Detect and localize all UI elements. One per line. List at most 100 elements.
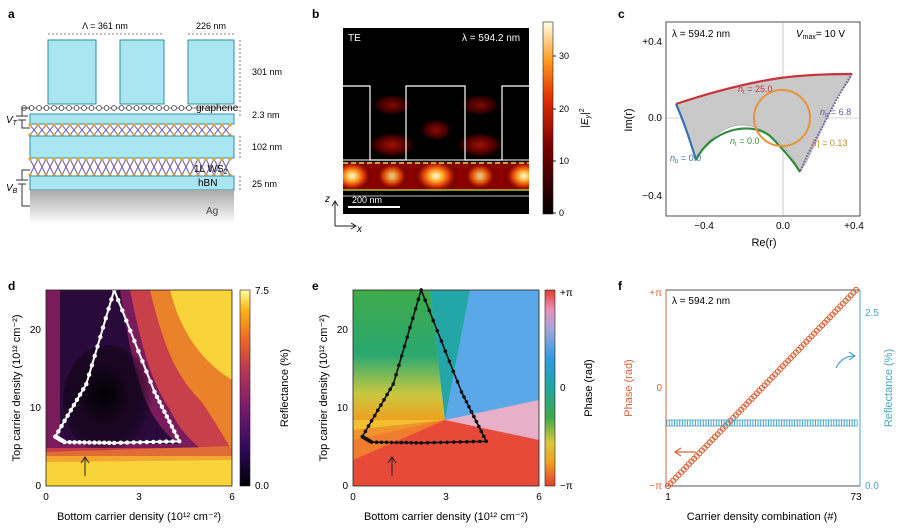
colorbar-b-ticks: 30 20 10 0 bbox=[553, 51, 569, 218]
reflectance-point bbox=[815, 419, 819, 427]
contour-point bbox=[471, 439, 476, 444]
svg-text:10: 10 bbox=[559, 156, 569, 166]
contour-point bbox=[447, 359, 452, 364]
reflectance-point bbox=[776, 419, 780, 427]
contour-point bbox=[484, 439, 489, 444]
height-label: 301 nm bbox=[252, 67, 282, 77]
contour-point bbox=[102, 440, 107, 445]
reflectance-point bbox=[695, 419, 699, 427]
reflectance-point bbox=[700, 419, 704, 427]
contour-point bbox=[159, 404, 165, 409]
ws2-atom bbox=[180, 123, 184, 127]
svg-text:6: 6 bbox=[229, 492, 235, 503]
graphene-atom bbox=[73, 105, 80, 111]
reflectance-point bbox=[844, 419, 848, 427]
svg-text:0.0: 0.0 bbox=[255, 481, 269, 492]
contour-point bbox=[77, 392, 83, 397]
contour-point bbox=[65, 413, 70, 418]
contour-point bbox=[427, 308, 432, 313]
contour-point bbox=[62, 418, 67, 423]
svg-text:10: 10 bbox=[337, 403, 349, 414]
ws2-atom bbox=[28, 157, 32, 161]
bottom-gate-circuit bbox=[16, 169, 30, 207]
svg-text:+π: +π bbox=[649, 288, 662, 299]
contour-point bbox=[140, 359, 145, 364]
contour-point bbox=[82, 440, 87, 445]
ws2-atom bbox=[140, 123, 144, 127]
gap-label: 2.3 nm bbox=[252, 110, 280, 120]
ws2-atom bbox=[148, 123, 152, 127]
contour-point bbox=[86, 372, 92, 377]
ylabel-e: Top carrier density (10¹² cm⁻²) bbox=[318, 314, 330, 461]
panel-d: d 20 10 0 0 3 6 Top carrier density (1 bbox=[8, 279, 291, 523]
contour-point bbox=[109, 297, 114, 302]
panel-letter-d: d bbox=[8, 279, 15, 293]
contour-point bbox=[152, 389, 157, 395]
phase-point bbox=[852, 286, 860, 294]
xlabel-e: Bottom carrier density (10¹² cm⁻²) bbox=[364, 511, 528, 523]
contour-point bbox=[144, 369, 149, 374]
reflectance-point bbox=[828, 419, 832, 427]
period-label: Λ = 361 nm bbox=[82, 21, 128, 31]
plot-frame-c bbox=[665, 21, 861, 217]
label-nt0: nt = 0.0 bbox=[730, 136, 759, 148]
reflectance-point bbox=[710, 419, 715, 427]
graphene-atom bbox=[111, 105, 117, 111]
svg-text:+0.4: +0.4 bbox=[844, 221, 864, 232]
reflectance-point bbox=[689, 419, 694, 427]
grating-pillar bbox=[187, 39, 235, 105]
contour-point bbox=[374, 440, 379, 445]
contour-point bbox=[376, 408, 380, 413]
contour-point bbox=[68, 408, 74, 413]
ws2-atom bbox=[76, 123, 80, 127]
contour-point bbox=[455, 379, 460, 384]
plot-frame-d bbox=[45, 289, 233, 487]
contour-point bbox=[106, 306, 111, 311]
reflectance-point bbox=[807, 419, 811, 427]
contour-point bbox=[399, 440, 404, 445]
graphene-atom bbox=[126, 105, 132, 111]
svg-text:+0.4: +0.4 bbox=[642, 37, 662, 48]
reflectance-point bbox=[836, 419, 840, 427]
contour-point bbox=[452, 440, 456, 444]
reflectance-point bbox=[846, 419, 850, 427]
reflectance-point bbox=[786, 419, 790, 427]
contour-point bbox=[465, 440, 469, 444]
panel-f: f λ = 594.2 nm +π 0 −π 2.5 0.0 1 73 Phas… bbox=[618, 279, 895, 523]
contour-point bbox=[74, 397, 80, 402]
graphene-atom bbox=[66, 105, 72, 111]
colorbar-b-label: |Ey|2 bbox=[579, 108, 592, 127]
reflectance-point bbox=[671, 419, 675, 427]
reflectance-point bbox=[750, 419, 754, 427]
contour-point bbox=[128, 328, 133, 333]
contour-point bbox=[464, 400, 469, 404]
ws2-atom bbox=[204, 157, 208, 161]
reflectance-point bbox=[742, 419, 746, 427]
colorbar-d-label: Reflectance (%) bbox=[279, 349, 291, 427]
axis-ticks-c: +0.4 0.0 −0.4 −0.4 0.0 +0.4 bbox=[642, 37, 864, 232]
svg-text:30: 30 bbox=[559, 51, 569, 61]
reflectance-point bbox=[791, 419, 795, 427]
reflectance-point bbox=[757, 419, 762, 427]
axis-ticks-f: +π 0 −π 2.5 0.0 1 73 bbox=[649, 288, 879, 503]
contour-point bbox=[174, 434, 179, 439]
ws2-atom bbox=[52, 157, 56, 161]
contour-point bbox=[164, 439, 169, 444]
contour-point bbox=[451, 369, 456, 374]
reflectance-axis-arrow bbox=[835, 351, 857, 369]
svg-text:−π: −π bbox=[649, 481, 662, 492]
reflectance-point bbox=[849, 419, 853, 427]
ws2-atom bbox=[124, 157, 128, 161]
ws2-atom bbox=[100, 157, 104, 161]
contour-point bbox=[116, 298, 121, 303]
contour-point bbox=[172, 429, 177, 434]
contour-point bbox=[84, 381, 89, 387]
ws2-atom bbox=[196, 123, 200, 127]
ws2-bond-line bbox=[29, 124, 231, 136]
ws2-atom bbox=[196, 157, 200, 161]
contour-point bbox=[472, 414, 476, 419]
svg-text:0.0: 0.0 bbox=[865, 481, 879, 492]
ws2-atom bbox=[148, 157, 152, 161]
colorbar-d bbox=[239, 289, 251, 487]
contour-point bbox=[120, 308, 125, 313]
